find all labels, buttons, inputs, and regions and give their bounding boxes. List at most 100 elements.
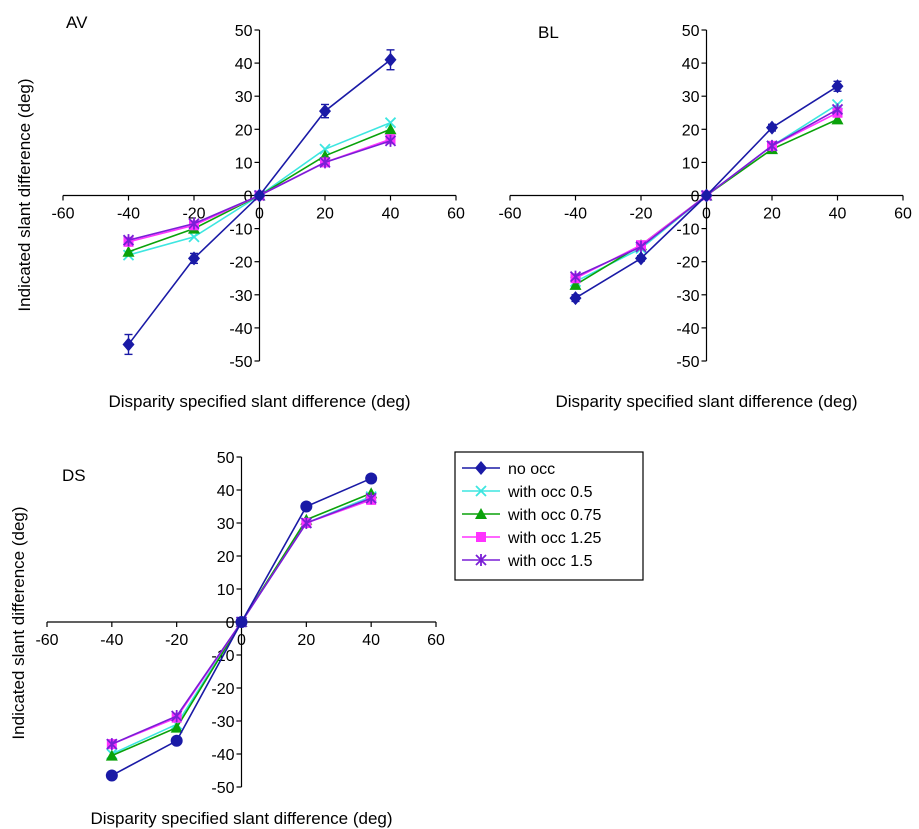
y-tick-label: -50 xyxy=(211,780,234,797)
x-tick-label: 40 xyxy=(382,206,400,223)
data-point xyxy=(384,117,397,129)
legend-label: no occ xyxy=(508,461,555,478)
legend-box xyxy=(454,451,644,581)
data-point xyxy=(700,188,713,203)
y-tick-label: -50 xyxy=(229,354,252,371)
y-tick-label: -40 xyxy=(211,747,234,764)
x-tick-label: -40 xyxy=(117,206,140,223)
x-tick-label: -60 xyxy=(498,206,521,223)
data-point xyxy=(831,113,844,125)
x-axis-title: Disparity specified slant difference (de… xyxy=(108,392,410,411)
y-tick-label: 30 xyxy=(682,89,700,106)
x-tick-label: 0 xyxy=(255,206,264,223)
chart-legend: no occ with occ 0.5 with occ 0.75 with occ … xyxy=(454,451,644,581)
y-axis-title: Indicated slant difference (deg) xyxy=(9,506,28,739)
series-no-occ xyxy=(569,79,844,306)
data-point xyxy=(300,517,312,529)
y-tick-label: 10 xyxy=(235,155,253,172)
y-tick-label: 20 xyxy=(217,549,235,566)
panel-label: BL xyxy=(538,23,559,42)
y-tick-label: 50 xyxy=(235,23,253,40)
y-tick-label: -20 xyxy=(229,255,252,272)
data-point xyxy=(106,738,118,751)
y-tick-label: 20 xyxy=(682,122,700,139)
data-point xyxy=(635,251,647,266)
y-tick-label: 10 xyxy=(217,582,235,599)
series-no-occ xyxy=(122,49,397,356)
data-point xyxy=(319,104,331,119)
x-tick-label: 0 xyxy=(702,206,711,223)
y-tick-label: -40 xyxy=(676,321,699,338)
data-point xyxy=(170,721,183,733)
x-tick-label: 0 xyxy=(237,632,246,649)
y-tick-label: -50 xyxy=(676,354,699,371)
data-point xyxy=(635,240,647,253)
data-point xyxy=(766,139,778,152)
x-tick-label: -40 xyxy=(564,206,587,223)
data-point xyxy=(569,278,582,290)
x-tick-label: -20 xyxy=(629,206,652,223)
y-tick-label: 30 xyxy=(217,516,235,533)
y-tick-label: -10 xyxy=(229,222,252,239)
y-tick-label: -10 xyxy=(676,222,699,239)
legend-marker xyxy=(476,532,486,542)
legend-label: with occ 1.25 xyxy=(507,530,601,547)
x-tick-label: 40 xyxy=(362,632,380,649)
data-point xyxy=(831,79,844,94)
data-point xyxy=(831,103,844,116)
data-point xyxy=(235,616,248,628)
y-tick-label: -20 xyxy=(211,681,234,698)
data-point xyxy=(365,492,377,505)
data-point xyxy=(122,337,135,352)
y-axis-title: Indicated slant difference (deg) xyxy=(15,78,34,311)
y-tick-label: 50 xyxy=(682,23,700,40)
y-tick-label: 0 xyxy=(226,615,235,632)
data-point xyxy=(188,217,200,230)
y-tick-label: 40 xyxy=(235,56,253,73)
y-tick-label: 40 xyxy=(682,56,700,73)
data-point xyxy=(122,245,135,257)
legend-label: with occ 0.75 xyxy=(507,507,601,524)
data-point xyxy=(105,769,118,782)
data-point xyxy=(319,156,331,169)
x-tick-label: -20 xyxy=(165,632,188,649)
y-tick-label: -30 xyxy=(211,714,234,731)
legend-marker xyxy=(475,461,487,475)
data-point xyxy=(384,134,397,147)
x-tick-label: -60 xyxy=(35,632,58,649)
data-point xyxy=(253,188,266,203)
y-tick-label: 50 xyxy=(217,450,235,467)
x-tick-label: 20 xyxy=(763,206,781,223)
x-tick-label: 20 xyxy=(316,206,334,223)
y-tick-label: 0 xyxy=(691,189,700,206)
x-tick-label: 60 xyxy=(894,206,912,223)
x-axis-title: Disparity specified slant difference (de… xyxy=(90,809,392,828)
data-point xyxy=(384,52,397,67)
y-tick-label: -20 xyxy=(676,255,699,272)
data-point xyxy=(569,270,582,283)
y-tick-label: -30 xyxy=(229,288,252,305)
data-point xyxy=(569,291,582,306)
legend-marker xyxy=(475,554,487,566)
x-tick-label: -60 xyxy=(51,206,74,223)
y-tick-label: -30 xyxy=(676,288,699,305)
series-no-occ xyxy=(105,472,378,782)
data-point xyxy=(319,143,331,155)
x-tick-label: 20 xyxy=(297,632,315,649)
data-point xyxy=(122,234,135,247)
legend-marker xyxy=(475,508,487,519)
data-point xyxy=(300,500,313,513)
panel-label: DS xyxy=(62,466,86,485)
x-tick-label: -40 xyxy=(100,632,123,649)
data-point xyxy=(188,251,200,266)
y-tick-label: -40 xyxy=(229,321,252,338)
legend-label: with occ 1.5 xyxy=(507,553,593,570)
y-tick-label: 40 xyxy=(217,483,235,500)
x-tick-label: 60 xyxy=(447,206,465,223)
data-point xyxy=(170,734,183,747)
legend-label: with occ 0.5 xyxy=(507,484,593,501)
